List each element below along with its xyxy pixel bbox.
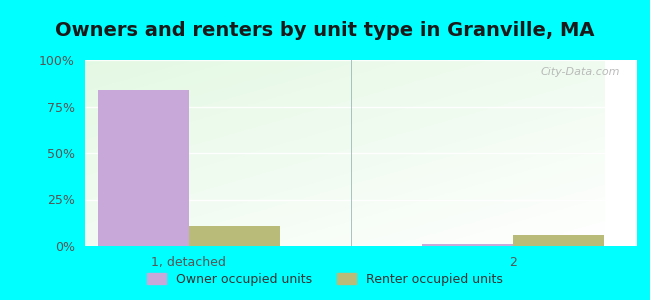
Text: Owners and renters by unit type in Granville, MA: Owners and renters by unit type in Granv…	[55, 21, 595, 40]
Text: City-Data.com: City-Data.com	[541, 68, 620, 77]
Legend: Owner occupied units, Renter occupied units: Owner occupied units, Renter occupied un…	[142, 268, 508, 291]
Bar	[422, 244, 514, 246]
Bar	[98, 90, 188, 246]
Bar	[514, 235, 604, 246]
Bar	[188, 226, 280, 246]
